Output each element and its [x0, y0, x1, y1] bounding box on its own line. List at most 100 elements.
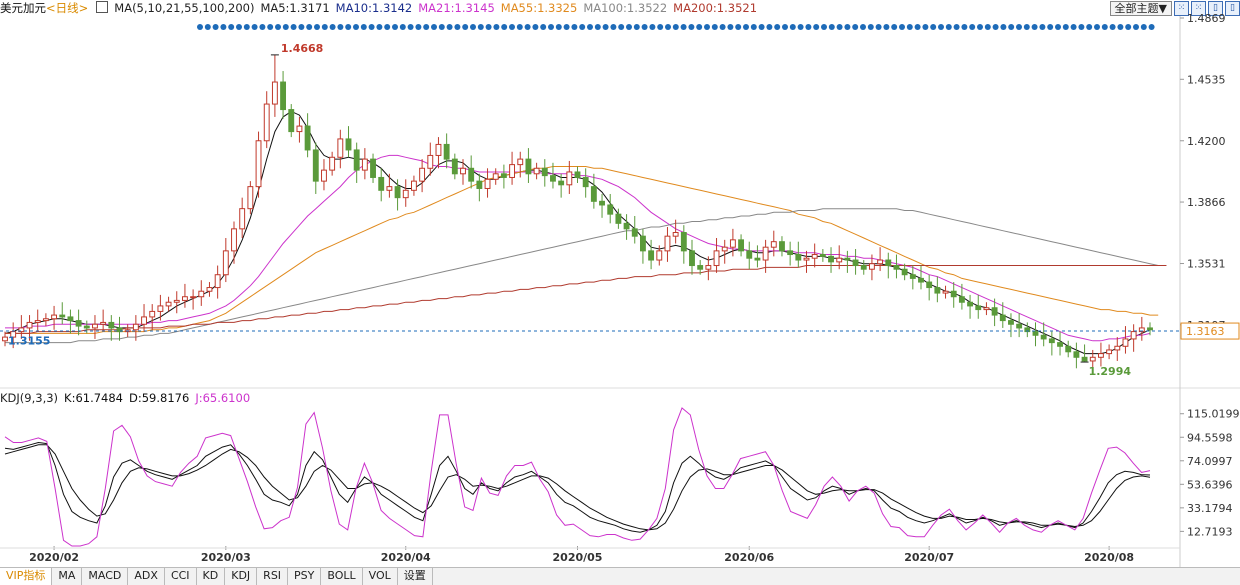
kdj-y-tick-label: 74.0997	[1187, 455, 1233, 468]
candle-body	[83, 325, 90, 329]
kdj-y-tick-label: 33.1794	[1187, 502, 1233, 515]
ma-value-label: MA200:1.3521	[673, 1, 758, 15]
candle-body	[623, 222, 630, 230]
signal-dot	[626, 24, 632, 30]
candle-body	[1024, 327, 1031, 333]
signal-dot	[462, 24, 469, 30]
kdj-d-value: D:59.8176	[129, 391, 190, 405]
candle-body	[558, 180, 565, 186]
signal-dot	[758, 24, 765, 30]
signal-dot	[1016, 24, 1022, 30]
price-chart-header: 美元加元<日线> MA(5,10,21,55,100,200) MA5:1.3171…	[0, 0, 769, 16]
start-annotation: 1.3155	[8, 335, 50, 348]
indicator-tab[interactable]: CCI	[165, 568, 197, 585]
dots-grid-icon[interactable]: ⁙	[1191, 0, 1206, 16]
ma55-line	[5, 166, 1159, 334]
ma200-line	[5, 265, 1167, 334]
candle-body	[345, 138, 352, 151]
signal-dot	[922, 24, 929, 30]
candle-body	[239, 208, 246, 230]
page-icon[interactable]: ▯	[1208, 0, 1223, 16]
candle-body	[942, 290, 949, 294]
indicator-tab[interactable]: BOLL	[321, 568, 363, 585]
candle-body	[460, 167, 466, 175]
signal-dot	[906, 24, 913, 30]
candle-body	[296, 125, 303, 133]
candle-body	[533, 167, 540, 175]
indicator-tab[interactable]: PSY	[288, 568, 322, 585]
signal-dot	[938, 24, 944, 30]
candle-body	[51, 314, 58, 320]
candle-body	[468, 167, 475, 182]
signal-dot	[407, 24, 414, 30]
indicator-tab[interactable]: MA	[52, 568, 83, 585]
signal-dot	[1070, 24, 1077, 30]
candle-body	[92, 323, 98, 329]
candle-body	[967, 301, 974, 307]
indicator-tab[interactable]: KDJ	[225, 568, 258, 585]
signal-dot	[548, 24, 554, 30]
candle-body	[893, 265, 900, 270]
signal-dot	[969, 24, 976, 30]
candle-body	[2, 336, 8, 342]
candle-body	[100, 321, 107, 325]
signal-dot	[774, 24, 781, 30]
ma-settings-icon[interactable]	[96, 1, 109, 13]
indicator-tab[interactable]: VIP指标	[0, 568, 53, 585]
signal-dot	[509, 24, 515, 30]
candle-body	[443, 143, 450, 160]
signal-dot	[704, 24, 710, 30]
candle-body	[975, 305, 982, 311]
dots-grid-icon[interactable]: ⁙	[1174, 0, 1189, 16]
current-price-tag-box	[1180, 322, 1240, 340]
signal-dot	[696, 24, 703, 30]
signal-dot	[899, 24, 905, 30]
chart-canvas[interactable]: 1.48691.45351.42001.38661.35311.31971.31…	[0, 0, 1240, 567]
candle-body	[419, 167, 426, 182]
signal-dot	[1039, 24, 1046, 30]
candle-body	[656, 250, 663, 261]
signal-dot	[727, 24, 734, 30]
signal-dot	[618, 24, 625, 30]
signal-dot	[415, 24, 422, 30]
signal-dot	[821, 24, 827, 30]
signal-dot	[275, 24, 281, 30]
kdj-header: KDJ(9,3,3) K:61.7484 D:59.8176 J:65.6100	[0, 391, 256, 405]
theme-select-button[interactable]: 全部主题▼	[1109, 0, 1172, 16]
indicator-tab[interactable]: 设置	[398, 568, 433, 585]
candle-body	[852, 259, 859, 267]
signal-dot	[454, 24, 461, 30]
period-link[interactable]: <日线>	[46, 1, 89, 15]
candle-body	[574, 171, 581, 178]
signal-dot	[602, 24, 609, 30]
price-y-tick-label: 1.3866	[1187, 196, 1226, 209]
candle-body	[819, 254, 826, 257]
candle-body	[550, 175, 556, 182]
signal-dot	[563, 24, 570, 30]
signal-dot	[1140, 24, 1147, 30]
candle-body	[288, 109, 295, 133]
low-annotation: 1.2994	[1089, 365, 1132, 378]
candle-body	[828, 255, 834, 263]
signal-dot	[524, 24, 531, 30]
kdj-y-tick-label: 115.0199	[1187, 408, 1240, 421]
candle-body	[1130, 331, 1137, 340]
candle-body	[222, 250, 229, 276]
signal-dot	[1062, 24, 1069, 30]
indicator-tab[interactable]: KD	[197, 568, 226, 585]
indicator-tab[interactable]: VOL	[363, 568, 398, 585]
indicator-tab[interactable]: MACD	[82, 568, 129, 585]
candle-body	[75, 320, 82, 327]
candle-body	[337, 138, 344, 158]
signal-dot	[470, 24, 476, 30]
candle-body	[517, 158, 524, 166]
candle-body	[746, 250, 753, 259]
candle-body	[157, 305, 164, 312]
indicator-tab[interactable]: ADX	[128, 568, 165, 585]
indicator-tab[interactable]: RSI	[257, 568, 289, 585]
signal-dot	[516, 24, 523, 30]
ma-value-label: MA10:1.3142	[335, 1, 413, 15]
candle-body	[607, 204, 614, 215]
candle-body	[1138, 327, 1145, 333]
signal-dot	[789, 24, 796, 30]
